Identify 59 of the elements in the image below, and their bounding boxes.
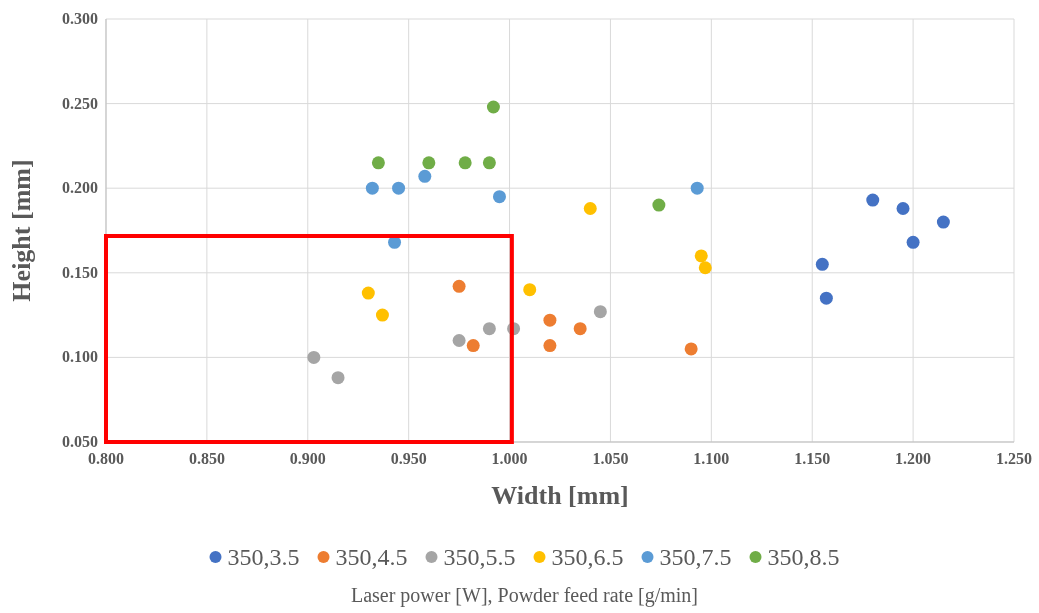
point (573, 322, 587, 336)
legend-label: 350,8.5 (767, 544, 840, 570)
point (392, 181, 406, 195)
x-tick-label: 1.000 (491, 450, 528, 467)
point (486, 100, 500, 114)
x-tick-label: 1.050 (592, 450, 629, 467)
y-tick-label: 0.100 (62, 348, 98, 366)
x-tick-label: 1.250 (996, 450, 1032, 467)
legend-label: 350,7.5 (659, 544, 732, 570)
point (523, 283, 537, 297)
x-tick-label: 0.850 (188, 450, 225, 467)
point (896, 202, 910, 215)
x-tick-label: 1.100 (693, 450, 730, 467)
point (583, 202, 597, 215)
point (466, 339, 480, 353)
y-tick-label: 0.300 (62, 10, 98, 27)
x-tick-label: 0.950 (390, 450, 427, 467)
point (371, 156, 385, 170)
point (694, 249, 708, 263)
point (365, 181, 379, 195)
y-tick-label: 0.050 (62, 433, 98, 450)
point (866, 193, 880, 207)
point (690, 181, 704, 195)
x-tick-label: 1.200 (895, 450, 932, 467)
point (698, 261, 712, 275)
point (543, 339, 557, 353)
legend-label: 350,4.5 (335, 544, 408, 570)
point (375, 308, 389, 322)
point (936, 215, 950, 229)
point (684, 342, 698, 356)
point (452, 279, 466, 293)
y-tick-label: 0.200 (62, 179, 98, 197)
x-tick-label: 1.150 (794, 450, 831, 467)
y-axis-title: Height [mm] (7, 159, 36, 302)
y-tick-label: 0.150 (62, 263, 98, 281)
point (593, 305, 607, 319)
legend-label: 350,3.5 (227, 544, 300, 570)
point (906, 235, 920, 249)
x-axis-title: Width [mm] (491, 481, 629, 510)
y-tick-label: 0.250 (62, 94, 98, 112)
point (422, 156, 436, 170)
point (482, 156, 496, 170)
point (418, 169, 432, 183)
x-tick-label: 0.900 (289, 450, 326, 467)
point (482, 322, 496, 336)
point (458, 156, 472, 170)
point (815, 257, 829, 271)
point (331, 371, 345, 385)
point (361, 286, 375, 300)
point (492, 190, 506, 204)
point (652, 198, 666, 212)
point (307, 350, 321, 364)
legend-label: 350,5.5 (443, 544, 516, 570)
legend-title: Laser power [W], Powder feed rate [g/min] (350, 584, 699, 607)
point (819, 291, 833, 305)
point (452, 333, 466, 347)
x-tick-label: 0.800 (88, 450, 124, 467)
legend-label: 350,6.5 (551, 544, 624, 570)
point (543, 313, 557, 327)
